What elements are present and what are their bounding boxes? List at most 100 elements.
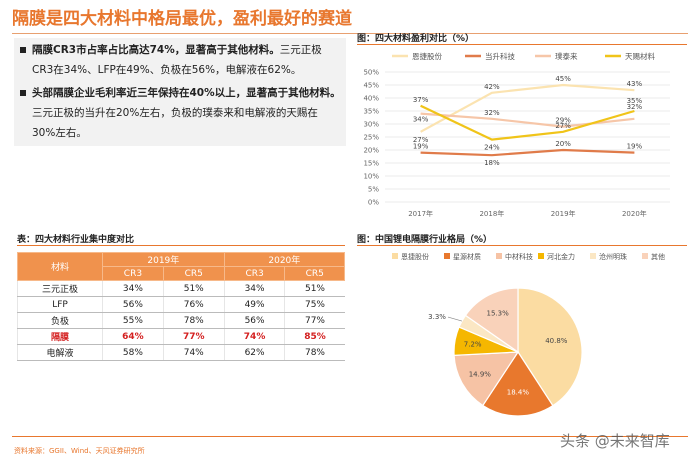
pie-slice <box>464 287 519 354</box>
pie-slice <box>481 350 554 417</box>
series-line-2 <box>420 112 635 128</box>
header-2019: 2019年 <box>102 252 225 267</box>
concentration-table: 材料 2019年 2020年 CR3 CR5 CR3 CR5 三元正极 34% … <box>17 252 346 361</box>
cell: 77% <box>284 312 345 329</box>
header-cr5: CR5 <box>162 266 225 281</box>
y-tick-label: 25% <box>363 134 379 142</box>
legend-label: 星源材质 <box>453 252 481 261</box>
slice-label: 3.3% <box>428 313 446 321</box>
data-label: 37% <box>413 96 429 104</box>
data-label: 35% <box>627 97 643 105</box>
series-line-3 <box>420 104 635 141</box>
y-tick-label: 30% <box>363 121 379 129</box>
data-label: 45% <box>555 75 571 83</box>
y-tick-label: 15% <box>363 160 379 168</box>
y-tick-label: 0% <box>368 199 379 207</box>
legend-swatch <box>590 253 596 259</box>
row-material: LFP <box>17 296 103 313</box>
legend-label: 河北金力 <box>547 252 575 261</box>
data-label: 27% <box>555 122 571 130</box>
y-tick-label: 40% <box>363 95 379 103</box>
table-row: 三元正极 34% 51% 34% 51% <box>17 280 345 297</box>
watermark: 头条 @未来智库 <box>560 432 670 450</box>
legend-swatch <box>444 253 450 259</box>
y-tick-label: 35% <box>363 108 379 116</box>
cell: 56% <box>102 296 164 313</box>
cell: 78% <box>284 344 345 361</box>
table-row: 电解液 58% 74% 62% 78% <box>17 344 345 361</box>
cell: 55% <box>102 312 164 329</box>
cell: 34% <box>223 280 285 297</box>
slice-label: 40.8% <box>545 337 568 345</box>
header-material: 材料 <box>17 252 103 281</box>
summary-box: 隔膜CR3市占率占比高达74%，显著高于其他材料。三元正极 CR3在34%、LF… <box>14 38 346 146</box>
series-line-0 <box>420 83 635 133</box>
y-tick-label: 10% <box>363 173 379 181</box>
data-label: 20% <box>555 140 571 148</box>
y-tick-label: 5% <box>368 186 379 194</box>
table-row-highlight: 隔膜 64% 77% 74% 85% <box>17 328 345 345</box>
pie-chart-title-rule <box>357 245 687 246</box>
header-2020: 2020年 <box>223 252 346 267</box>
legend-label: 天赐材料 <box>625 51 655 61</box>
bullet-2-line-3: 30%左右。 <box>32 127 87 139</box>
data-label: 43% <box>627 80 643 88</box>
slice-label: 14.9% <box>469 370 492 378</box>
header-cr3: CR3 <box>223 266 286 281</box>
cell: 77% <box>162 328 225 345</box>
table-row: LFP 56% 76% 49% 75% <box>17 296 345 313</box>
cell: 85% <box>284 328 345 345</box>
cell: 76% <box>162 296 225 313</box>
cell: 74% <box>162 344 225 361</box>
line-chart-title-rule <box>357 44 687 45</box>
row-material: 负极 <box>17 312 103 329</box>
data-label: 34% <box>413 116 429 124</box>
bullet-2-line-1: 头部隔膜企业毛利率近三年保持在40%以上，显著高于其他材料。 <box>32 85 341 100</box>
legend-swatch <box>538 253 544 259</box>
footer-rule <box>12 436 688 437</box>
slice-label: 15.3% <box>487 309 510 317</box>
slice-label: 7.2% <box>464 341 482 349</box>
bullet-1-text: 三元正极 <box>279 44 322 56</box>
table-row: 负极 55% 78% 56% 77% <box>17 312 345 329</box>
legend-label: 中材科技 <box>505 252 533 261</box>
bullet-1-line-1: 隔膜CR3市占率占比高达74%，显著高于其他材料。三元正极 <box>32 42 322 57</box>
bullet-marker <box>20 90 26 96</box>
row-material: 隔膜 <box>17 328 103 345</box>
leader-line <box>447 316 463 322</box>
cell: 49% <box>223 296 285 313</box>
table-caption-rule <box>17 245 345 246</box>
cell: 74% <box>223 328 285 345</box>
data-label: 19% <box>413 143 429 151</box>
header-cr5: CR5 <box>284 266 345 281</box>
bullet-1-line-2: CR3在34%、LFP在49%、负极在56%，电解液在62%。 <box>32 64 302 76</box>
cell: 64% <box>102 328 164 345</box>
source-note: 资料来源：GGII、Wind、天风证券研究所 <box>14 447 145 455</box>
x-tick-label: 2020年 <box>622 209 647 218</box>
cell: 51% <box>284 280 345 297</box>
data-label: 32% <box>484 109 500 117</box>
legend-swatch <box>642 253 648 259</box>
row-material: 三元正极 <box>17 280 103 297</box>
cell: 58% <box>102 344 164 361</box>
x-tick-label: 2017年 <box>408 209 433 218</box>
pie-chart-title: 图：中国锂电隔膜行业格局（%） <box>357 235 493 245</box>
bullet-marker <box>20 47 26 53</box>
legend-swatch <box>392 253 398 259</box>
bullet-2-line-2: 三元正极的当升在20%左右，负极的璞泰来和电解液的天赐在 <box>32 107 318 119</box>
legend-label: 恩捷股份 <box>412 51 442 61</box>
cell: 51% <box>162 280 225 297</box>
row-material: 电解液 <box>17 344 103 361</box>
data-label: 24% <box>484 144 500 152</box>
y-tick-label: 50% <box>363 69 379 77</box>
cell: 62% <box>223 344 285 361</box>
cell: 75% <box>284 296 345 313</box>
pie-slice <box>453 351 520 407</box>
header-cr3: CR3 <box>102 266 164 281</box>
table-caption: 表：四大材料行业集中度对比 <box>17 235 135 245</box>
cell: 56% <box>223 312 285 329</box>
data-label: 18% <box>484 159 500 167</box>
data-label: 19% <box>627 143 643 151</box>
legend-label: 当升科技 <box>485 51 515 61</box>
legend-swatch <box>496 253 502 259</box>
